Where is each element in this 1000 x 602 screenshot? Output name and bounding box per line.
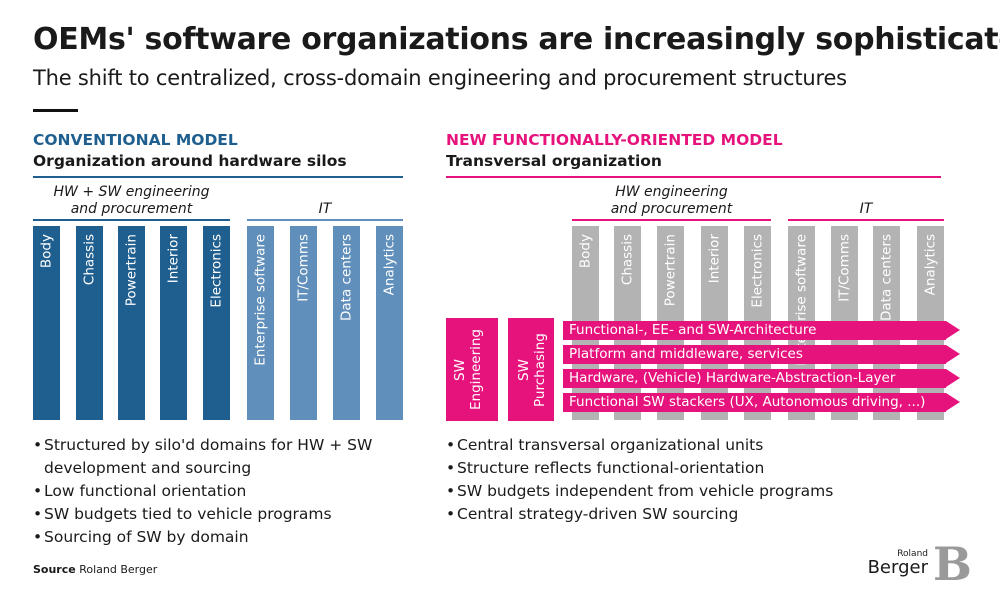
logo-mark-icon: B — [933, 537, 972, 591]
bar-label: Body — [37, 234, 54, 269]
list-item: Low functional orientation — [33, 480, 413, 503]
functional-group-it-line — [788, 219, 944, 221]
bar-label: Chassis — [80, 234, 97, 286]
bar-analytics: Analytics — [376, 226, 403, 420]
title-divider — [33, 109, 78, 112]
list-item: SW budgets independent from vehicle prog… — [446, 480, 916, 503]
page-subtitle: The shift to centralized, cross-domain e… — [33, 66, 847, 90]
bar-label: Interior — [705, 234, 722, 284]
band-arrow-icon — [946, 393, 960, 411]
band-arrow-icon — [946, 321, 960, 339]
bar-label: Analytics — [921, 234, 938, 296]
band-hardware: Hardware, (Vehicle) Hardware-Abstraction… — [563, 369, 946, 388]
bar-powertrain: Powertrain — [118, 226, 145, 420]
list-item: SW budgets tied to vehicle programs — [33, 503, 413, 526]
bar-label: Interior — [164, 234, 181, 284]
list-item: Central transversal organizational units — [446, 434, 916, 457]
functional-group-hw-line — [572, 219, 771, 221]
bar-interior: Interior — [160, 226, 187, 420]
sw-box-divider — [498, 318, 508, 421]
bar-label: Electronics — [207, 234, 224, 308]
conventional-group-it-label: IT — [318, 201, 332, 217]
conventional-group-hw-label: HW + SW engineering and procurement — [53, 184, 210, 217]
bar-label: IT/Comms — [294, 234, 311, 302]
list-item: Structure reflects functional-orientatio… — [446, 457, 916, 480]
sw-engineering-label: SW Engineering — [452, 329, 484, 411]
conventional-underline — [33, 176, 403, 178]
bar-label: Powertrain — [661, 234, 678, 307]
list-item: Sourcing of SW by domain — [33, 526, 413, 549]
band-arrow-icon — [946, 345, 960, 363]
bar-label: Powertrain — [122, 234, 139, 307]
list-item: Structured by silo'd domains for HW + SW… — [33, 434, 413, 480]
functional-bullets: Central transversal organizational units… — [446, 434, 916, 526]
sw-purchasing-label: SW Purchasing — [516, 333, 548, 407]
band-functional-sw: Functional SW stackers (UX, Autonomous d… — [563, 393, 946, 412]
bar-body: Body — [33, 226, 60, 420]
bar-label: Electronics — [748, 234, 765, 308]
logo-text-berger: Berger — [867, 557, 928, 578]
bar-label: Chassis — [618, 234, 635, 286]
functional-heading: NEW FUNCTIONALLY-ORIENTED MODEL — [446, 131, 783, 149]
functional-underline — [446, 176, 941, 178]
band-platform: Platform and middleware, services — [563, 345, 946, 364]
conventional-group-hw-line — [33, 219, 230, 221]
conventional-subheading: Organization around hardware silos — [33, 152, 347, 170]
conventional-heading: CONVENTIONAL MODEL — [33, 131, 238, 149]
logo-text-roland: Roland — [897, 549, 928, 559]
source-label: Source — [33, 563, 76, 576]
page-title: OEMs' software organizations are increas… — [33, 22, 1000, 57]
source-value: Roland Berger — [79, 563, 158, 576]
bar-chassis: Chassis — [76, 226, 103, 420]
functional-group-it-label: IT — [859, 201, 873, 217]
bar-data-centers: Data centers — [333, 226, 360, 420]
bar-label: IT/Comms — [835, 234, 852, 302]
band-architecture: Functional-, EE- and SW-Architecture — [563, 321, 946, 340]
conventional-group-it-line — [247, 219, 403, 221]
bar-it-comms: IT/Comms — [290, 226, 317, 420]
functional-group-hw-label: HW engineering and procurement — [610, 184, 733, 217]
bar-label: Analytics — [380, 234, 397, 296]
functional-subheading: Transversal organization — [446, 152, 662, 170]
bar-electronics: Electronics — [203, 226, 230, 420]
bar-label: Data centers — [877, 234, 894, 321]
bar-enterprise-software: Enterprise software — [247, 226, 274, 420]
bar-label: Enterprise software — [251, 234, 268, 366]
bar-label: Body — [576, 234, 593, 269]
source-note: Source Roland Berger — [33, 563, 157, 576]
bar-label: Data centers — [337, 234, 354, 321]
band-arrow-icon — [946, 369, 960, 387]
conventional-bullets: Structured by silo'd domains for HW + SW… — [33, 434, 413, 549]
list-item: Central strategy-driven SW sourcing — [446, 503, 916, 526]
